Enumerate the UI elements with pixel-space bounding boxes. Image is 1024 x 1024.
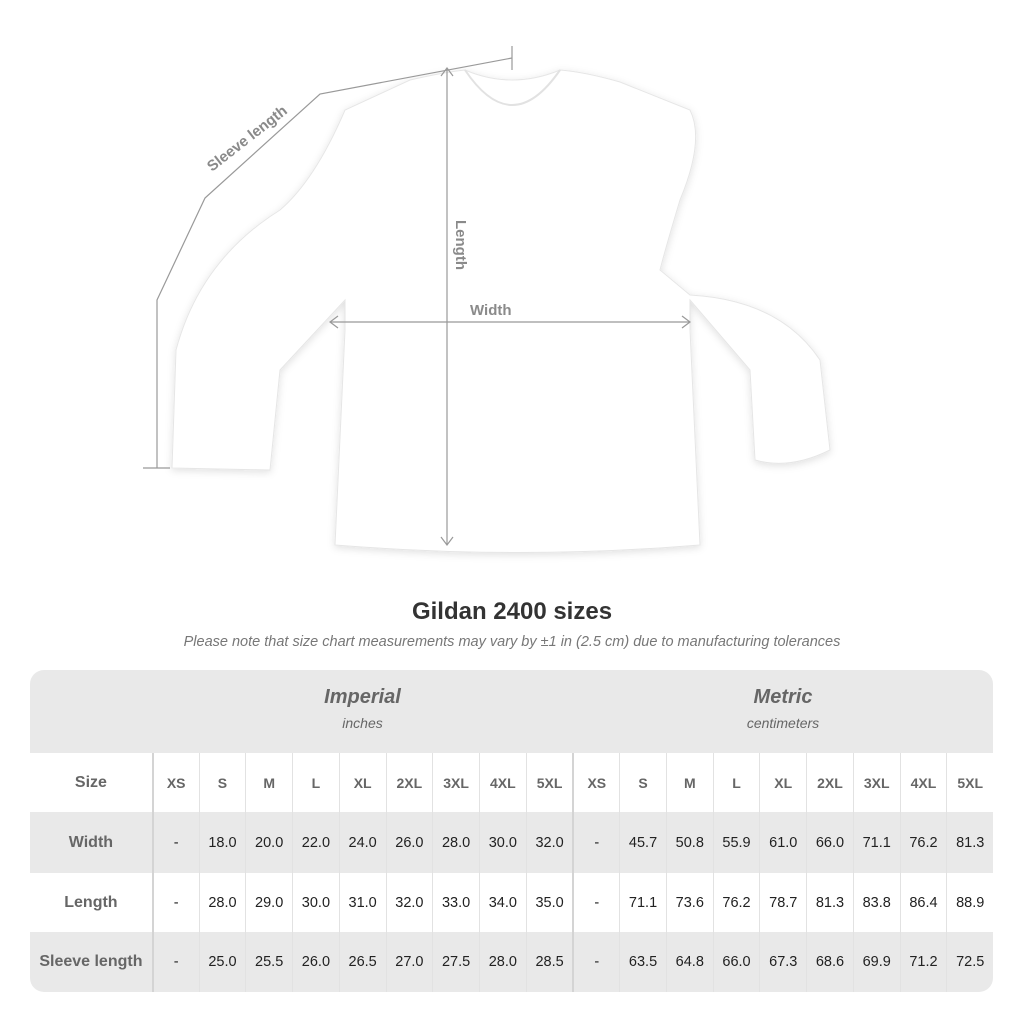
value-metric: - — [572, 812, 619, 873]
value-imperial: 28.0 — [198, 873, 246, 932]
row-label: Length — [64, 893, 118, 911]
value-imperial: 32.0 — [385, 873, 433, 932]
sleeve-length-label: Sleeve length — [204, 102, 291, 175]
size-header-imperial: 5XL — [525, 753, 573, 812]
size-header-metric: 4XL — [899, 753, 947, 812]
value-imperial: 26.5 — [338, 932, 386, 992]
imperial-header: Imperial inches — [152, 686, 573, 731]
row-label: Size — [74, 773, 107, 791]
value-metric: 55.9 — [712, 812, 760, 873]
value-imperial: 34.0 — [478, 873, 526, 932]
value-imperial: 32.0 — [525, 812, 573, 873]
row-label: Sleeve length — [39, 953, 143, 970]
value-metric: 86.4 — [899, 873, 947, 932]
value-metric: 76.2 — [712, 873, 760, 932]
imperial-title: Imperial — [324, 686, 401, 708]
size-header-metric: L — [712, 753, 760, 812]
value-imperial: 25.0 — [198, 932, 246, 992]
value-metric: 45.7 — [619, 812, 666, 873]
value-metric: 64.8 — [665, 932, 713, 992]
value-metric: 67.3 — [759, 932, 806, 992]
value-imperial: 20.0 — [245, 812, 292, 873]
value-imperial: 24.0 — [338, 812, 386, 873]
value-metric: 61.0 — [759, 812, 806, 873]
value-imperial: - — [151, 932, 199, 992]
size-table: Imperial inches Metric centimeters Size X… — [30, 670, 993, 992]
value-imperial: 28.0 — [432, 812, 479, 873]
value-metric: 73.6 — [665, 873, 713, 932]
value-imperial: 26.0 — [385, 812, 433, 873]
value-imperial: 30.0 — [292, 873, 339, 932]
size-header-imperial: 4XL — [478, 753, 526, 812]
value-metric: 69.9 — [852, 932, 900, 992]
value-metric: 81.3 — [946, 812, 993, 873]
value-metric: 63.5 — [619, 932, 666, 992]
metric-title: Metric — [753, 686, 813, 708]
value-metric: 71.1 — [852, 812, 900, 873]
value-imperial: 28.5 — [525, 932, 573, 992]
value-metric: 78.7 — [759, 873, 806, 932]
value-metric: 66.0 — [806, 812, 853, 873]
table-row: Length -28.0 29.0 30.0 31.0 32.0 33.0 34.0 35.0-… — [30, 873, 993, 932]
size-header-metric: M — [665, 753, 713, 812]
value-imperial: 27.0 — [385, 932, 433, 992]
tolerance-note: Please note that size chart measurements… — [183, 634, 841, 650]
value-imperial: 25.5 — [245, 932, 292, 992]
value-metric: - — [572, 873, 619, 932]
size-header-metric: XL — [759, 753, 806, 812]
value-imperial: 22.0 — [292, 812, 339, 873]
value-imperial: 26.0 — [292, 932, 339, 992]
value-metric: 68.6 — [806, 932, 853, 992]
size-header-imperial: XS — [151, 753, 199, 812]
value-metric: 76.2 — [899, 812, 947, 873]
size-header-metric: XS — [572, 753, 619, 812]
value-metric: 71.2 — [899, 932, 947, 992]
shirt-diagram: Sleeve length Length Width — [143, 46, 831, 553]
size-header-metric: 3XL — [852, 753, 900, 812]
size-header-imperial: 2XL — [385, 753, 433, 812]
value-imperial: - — [151, 873, 199, 932]
value-metric: 50.8 — [665, 812, 713, 873]
shirt-body — [171, 69, 831, 553]
value-imperial: 27.5 — [432, 932, 479, 992]
value-imperial: 29.0 — [245, 873, 292, 932]
size-header-metric: S — [619, 753, 666, 812]
table-row: Sleeve length -25.0 25.5 26.0 26.5 27.0 27.5 28… — [30, 932, 993, 992]
value-imperial: 18.0 — [198, 812, 246, 873]
value-imperial: 31.0 — [338, 873, 386, 932]
value-metric: 66.0 — [712, 932, 760, 992]
value-imperial: 33.0 — [432, 873, 479, 932]
length-label: Length — [452, 220, 469, 270]
metric-unit: centimeters — [746, 715, 820, 731]
size-header-imperial: 3XL — [432, 753, 479, 812]
imperial-unit: inches — [342, 715, 383, 731]
value-metric: 72.5 — [946, 932, 993, 992]
row-label: Width — [68, 833, 114, 851]
chart-title: Gildan 2400 sizes — [411, 598, 613, 625]
width-label: Width — [470, 302, 512, 319]
size-header-row: Size XS S M L XL 2XL 3XL 4XL 5XL XS S M L XL 2XL 3XL 4XL 5… — [30, 753, 993, 812]
size-header-imperial: M — [245, 753, 292, 812]
value-metric: 88.9 — [946, 873, 993, 932]
value-imperial: 30.0 — [478, 812, 526, 873]
value-metric: 71.1 — [619, 873, 666, 932]
value-imperial: 28.0 — [478, 932, 526, 992]
value-metric: 83.8 — [852, 873, 900, 932]
value-imperial: - — [151, 812, 199, 873]
value-imperial: 35.0 — [525, 873, 573, 932]
table-row: Width -18.0 20.0 22.0 24.0 26.0 28.0 30.0 32.0-4… — [30, 812, 993, 873]
size-header-imperial: XL — [338, 753, 386, 812]
size-header-metric: 5XL — [946, 753, 993, 812]
value-metric: 81.3 — [806, 873, 853, 932]
metric-header: Metric centimeters — [573, 686, 993, 731]
size-header-imperial: S — [198, 753, 246, 812]
sleeve-length-line — [156, 57, 513, 468]
size-header-imperial: L — [292, 753, 339, 812]
value-metric: - — [572, 932, 619, 992]
size-header-metric: 2XL — [806, 753, 853, 812]
